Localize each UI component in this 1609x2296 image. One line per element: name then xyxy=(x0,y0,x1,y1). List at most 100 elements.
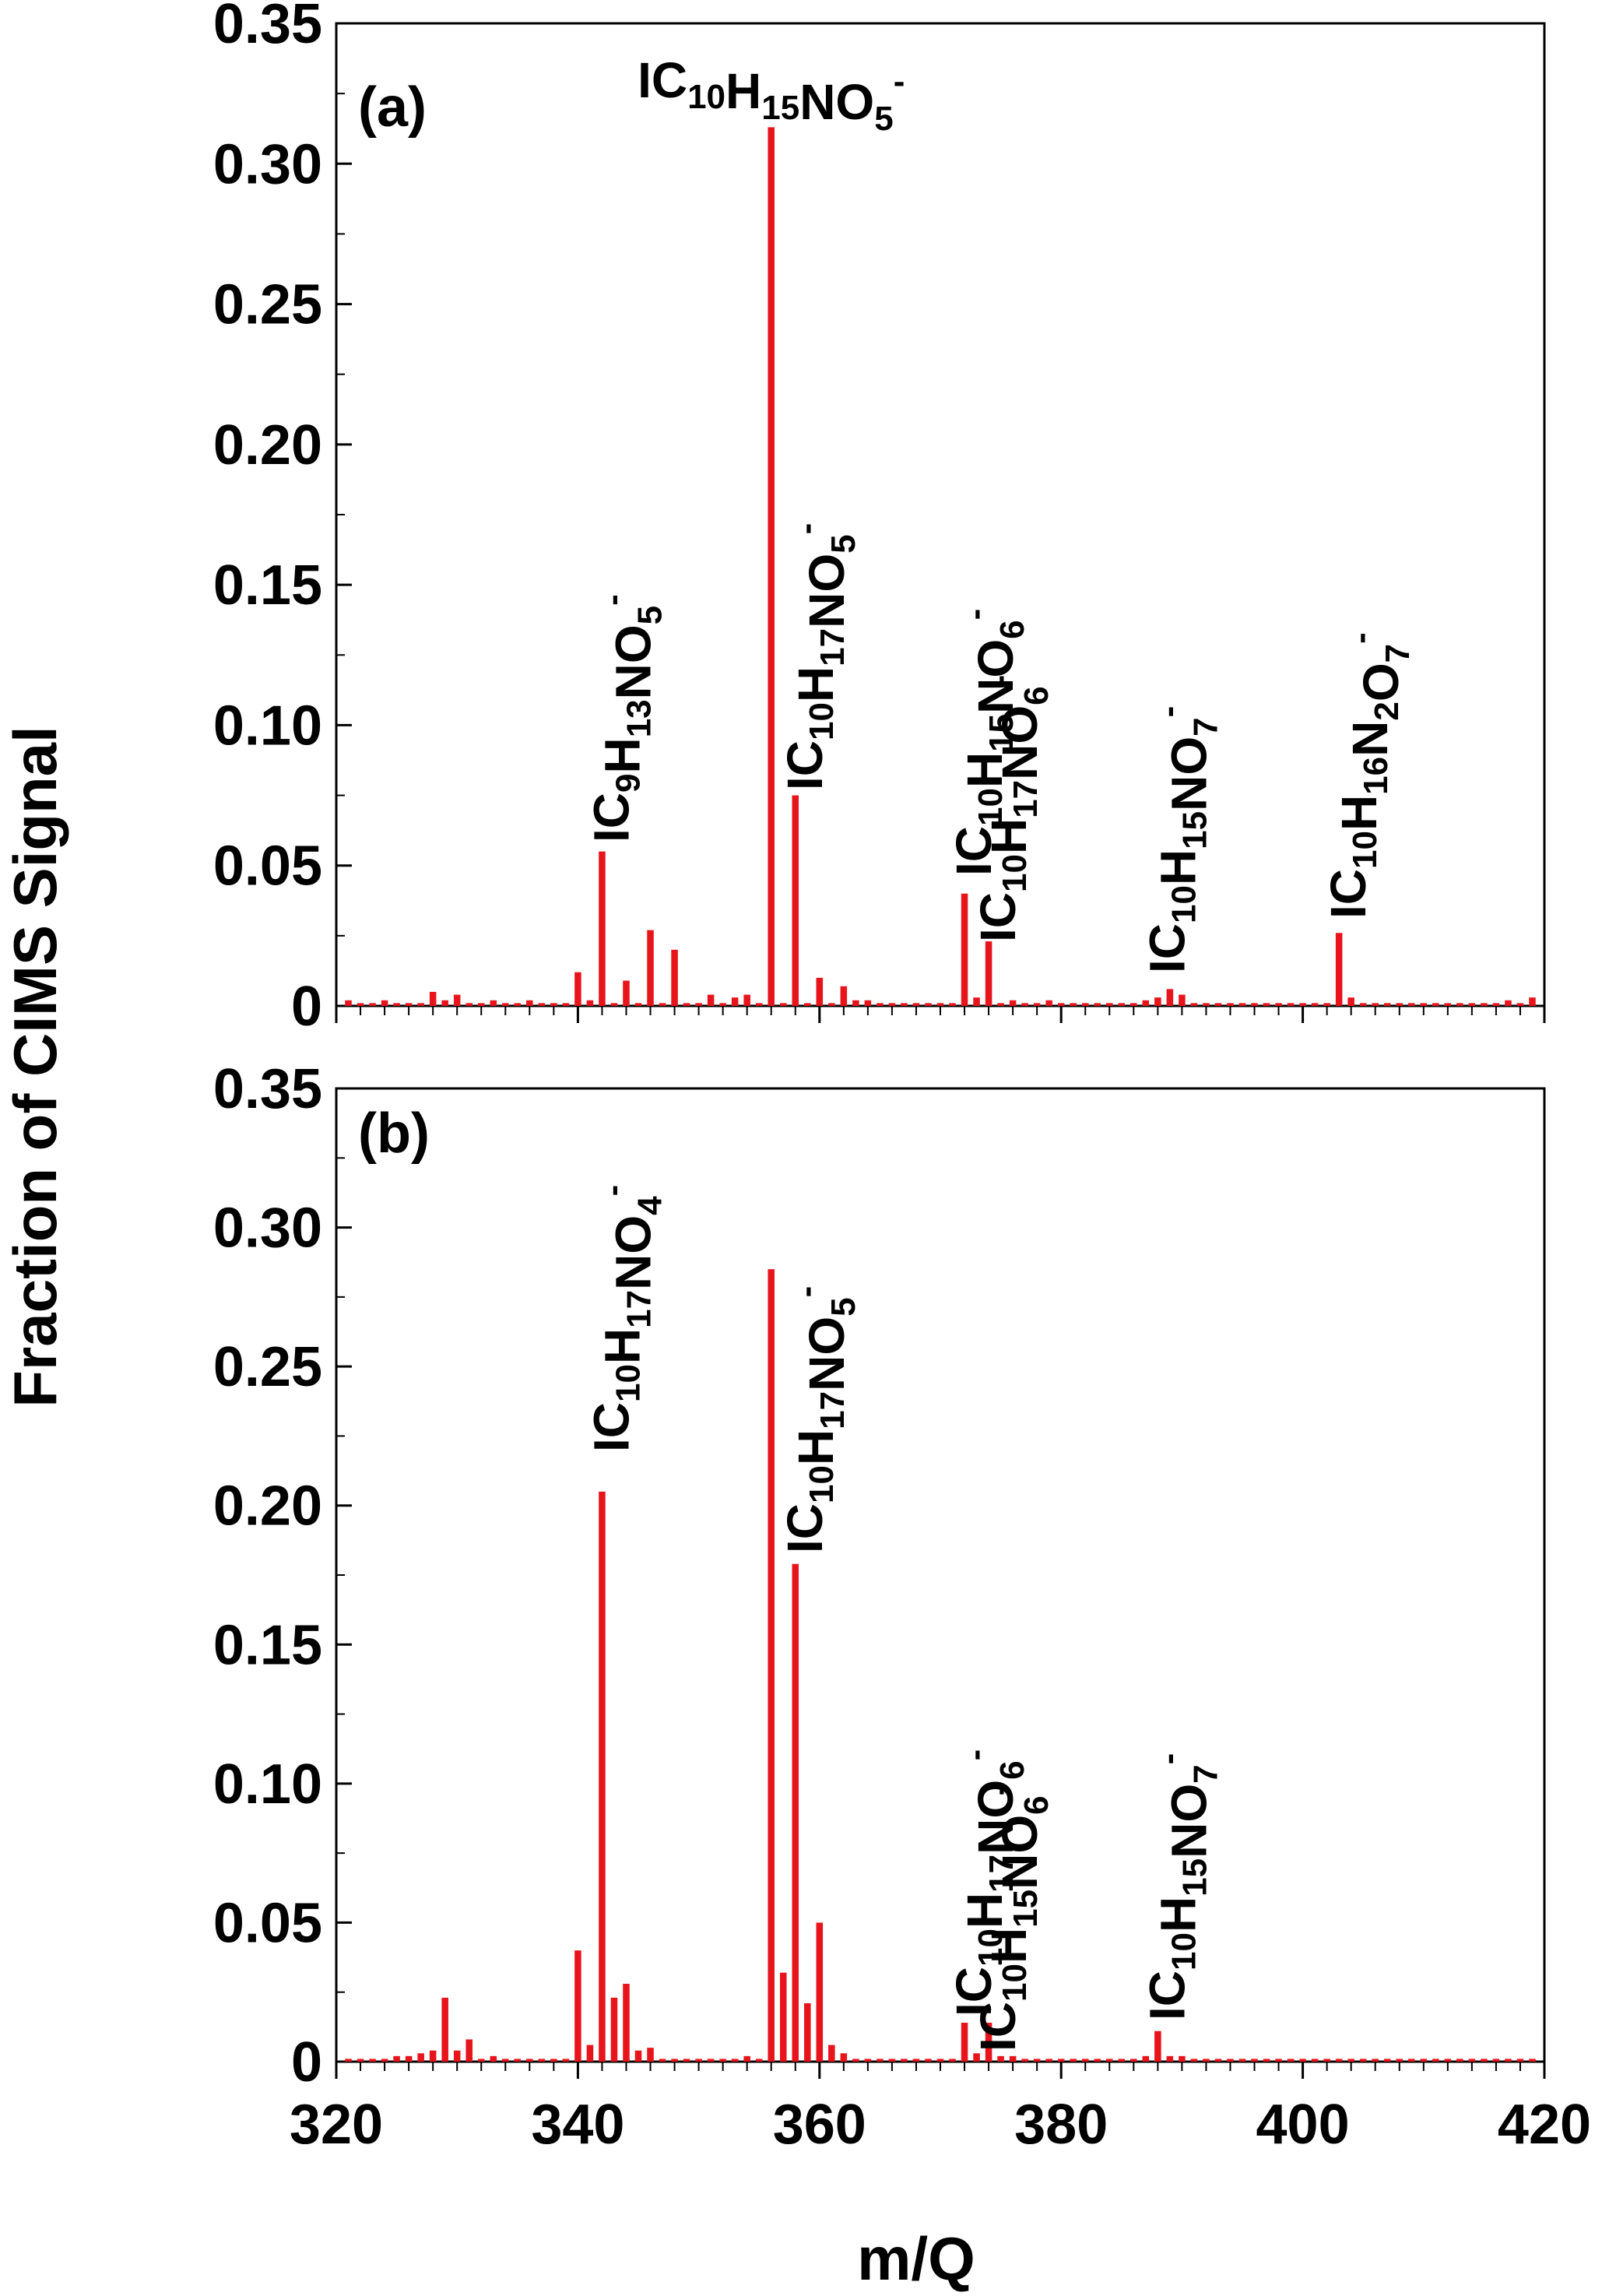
spectrum-bar xyxy=(1516,2059,1524,2062)
spectrum-bar xyxy=(731,997,739,1006)
y-tick-label: 0.30 xyxy=(213,133,322,195)
spectrum-bar xyxy=(1179,2055,1186,2062)
spectrum-bar xyxy=(477,2059,485,2062)
spectrum-bar xyxy=(1179,994,1186,1006)
formula-text: H xyxy=(594,737,650,773)
spectrum-bar xyxy=(1481,1003,1488,1006)
spectrum-bar xyxy=(357,2059,364,2062)
spectrum-bar xyxy=(997,2055,1004,2062)
subscript: 17 xyxy=(982,1855,1021,1893)
spectrum-bar xyxy=(1323,1003,1330,1006)
y-tick-label: 0.20 xyxy=(213,1475,322,1538)
x-tick-label: 360 xyxy=(773,2094,866,2156)
spectrum-bar xyxy=(1057,2059,1065,2062)
formula-text: H xyxy=(981,1928,1037,1964)
spectrum-bar xyxy=(1311,1003,1319,1006)
spectrum-bar xyxy=(1094,2059,1101,2062)
spectrum-bar xyxy=(526,1000,533,1006)
subscript: 15 xyxy=(761,89,799,127)
spectrum-bar xyxy=(768,1269,775,2062)
spectrum-bar xyxy=(1529,2059,1536,2062)
peak-label: IC10H16N2O7- xyxy=(1320,632,1417,919)
spectrum-bar xyxy=(1166,2055,1174,2062)
formula-text: IC xyxy=(583,1402,639,1452)
spectrum-bar xyxy=(671,2059,678,2062)
subscript: 5 xyxy=(631,606,669,624)
spectrum-bar xyxy=(465,1003,473,1006)
formula-text: IC xyxy=(970,2002,1026,2052)
subscript: 13 xyxy=(620,699,658,737)
subscript: 6 xyxy=(993,620,1031,638)
spectrum-bar xyxy=(949,1003,956,1006)
spectrum-bar xyxy=(901,2059,908,2062)
plot-frame xyxy=(335,1087,1546,2063)
formula-text: H xyxy=(1331,795,1387,831)
spectrum-bar xyxy=(538,2059,546,2062)
spectrum-bar xyxy=(840,986,848,1006)
y-tick-label: 0.15 xyxy=(213,554,322,617)
spectrum-bar xyxy=(1359,1003,1367,1006)
spectrum-bar xyxy=(1009,2055,1017,2062)
subscript: 6 xyxy=(1017,686,1056,705)
spectrum-bar xyxy=(683,2059,690,2062)
spectrum-bar xyxy=(1505,2059,1512,2062)
spectrum-bar xyxy=(1238,1003,1246,1006)
spectrum-bar xyxy=(562,1003,570,1006)
subscript: 16 xyxy=(1357,757,1395,795)
spectrum-bar xyxy=(743,994,750,1006)
spectrum-bar xyxy=(925,2059,932,2062)
spectrum-bar xyxy=(369,2059,376,2062)
spectrum-bar xyxy=(840,2053,848,2062)
y-tick-label: 0.05 xyxy=(213,835,322,898)
peak-label: IC9H13NO5- xyxy=(583,594,669,842)
spectrum-bar xyxy=(888,1003,896,1006)
spectrum-bar xyxy=(973,997,980,1006)
spectrum-bar xyxy=(659,2059,666,2062)
spectrum-bar xyxy=(695,1003,702,1006)
spectrum-bar xyxy=(1130,1003,1137,1006)
spectrum-bar xyxy=(1372,2059,1379,2062)
spectrum-bar xyxy=(1227,2059,1234,2062)
peak-label: IC10H17NO6- xyxy=(946,1749,1031,2016)
spectrum-bar xyxy=(1372,1003,1379,1006)
formula-text: NO xyxy=(968,639,1024,714)
subscript: 10 xyxy=(1346,831,1384,869)
x-tick-label: 380 xyxy=(1014,2094,1108,2156)
peak-label: IC10H15NO7- xyxy=(1139,706,1224,973)
subscript: 6 xyxy=(1017,1795,1056,1814)
spectrum-bar xyxy=(1263,2059,1270,2062)
formula-text: IC xyxy=(946,826,1002,876)
spectrum-bar xyxy=(417,1003,424,1006)
spectrum-bar xyxy=(514,1003,522,1006)
y-tick-label: 0.20 xyxy=(213,414,322,476)
spectrum-bar xyxy=(768,127,775,1007)
superscript: - xyxy=(787,1286,825,1298)
panel-b-spectrum: 0 0.05 0.10 0.15 0.20 0.25 0.30 0.35 320 340 360 38… xyxy=(213,1058,1591,2156)
x-tick-label: 320 xyxy=(290,2094,383,2156)
spectrum-bar xyxy=(695,2059,702,2062)
subscript: 7 xyxy=(1186,717,1224,736)
spectrum-bar xyxy=(453,2050,461,2062)
spectrum-bar xyxy=(671,949,678,1006)
subscript: 2 xyxy=(1368,701,1406,720)
spectrum-bar xyxy=(345,2059,352,2062)
formula-text: IC xyxy=(583,793,639,842)
superscript: - xyxy=(1341,632,1379,644)
spectrum-bar xyxy=(1299,1003,1306,1006)
spectrum-bar xyxy=(1142,2055,1150,2062)
spectrum-bar xyxy=(985,941,992,1006)
superscript: - xyxy=(593,1185,631,1197)
spectrum-bar xyxy=(792,1563,799,2062)
subscript: 17 xyxy=(620,1290,658,1328)
spectrum-bar xyxy=(1045,1000,1052,1006)
subscript: 17 xyxy=(813,628,852,666)
formula-text: IC xyxy=(638,52,687,108)
peak-label: IC10H17NO5- xyxy=(777,1286,862,1553)
spectrum-bar xyxy=(816,1922,824,2062)
formula-text: H xyxy=(1150,1897,1206,1932)
formula-text: NO xyxy=(605,1215,661,1290)
spectrum-bar xyxy=(417,2053,424,2062)
spectrum-bar xyxy=(888,2059,896,2062)
y-tick-label: 0.35 xyxy=(213,0,322,55)
formula-text: H xyxy=(594,1328,650,1364)
